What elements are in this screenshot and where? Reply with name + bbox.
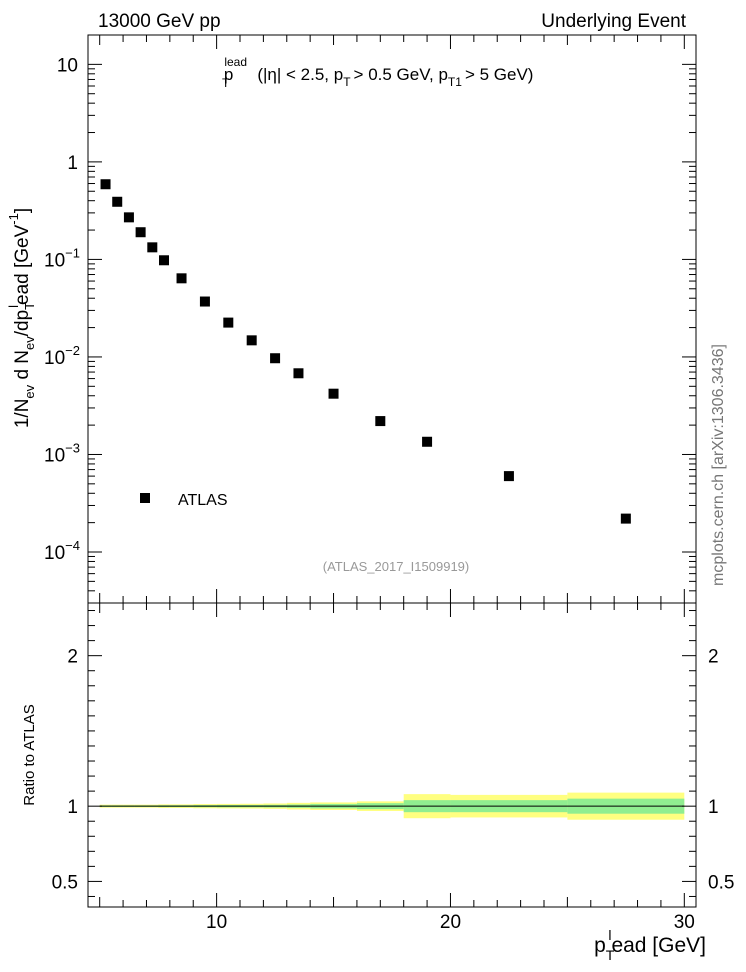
ratio-ytick-label-right: 2: [708, 647, 719, 668]
data-point: [223, 317, 234, 328]
data-point: [328, 388, 339, 399]
data-point: [159, 255, 169, 266]
ratio-ylabel: Ratio to ATLAS: [21, 704, 38, 805]
main-plot-points: [100, 179, 631, 524]
xtick-label: 20: [440, 912, 461, 933]
main-plot-ticks: [88, 34, 696, 604]
legend-marker-atlas: [140, 493, 150, 503]
data-point: [246, 335, 257, 346]
xtick-label: 10: [206, 912, 227, 933]
side-label: mcplots.cern.ch [arXiv:1306.3436]: [710, 344, 727, 586]
ratio-ytick-label: 0.5: [52, 872, 78, 893]
data-point: [293, 368, 304, 379]
data-point: [422, 436, 433, 447]
ratio-ytick-label-right: 0.5: [708, 872, 734, 893]
ratio-ytick-label: 1: [67, 797, 78, 818]
data-point: [620, 513, 631, 524]
ytick-label: 10−3: [44, 440, 80, 466]
ytick-label: 10−1: [44, 245, 80, 271]
ytick-label: 10: [57, 55, 78, 76]
main-plot-title: plead T (|η| < 2.5, pT > 0.5 GeV, pT1 > 5 Ge…: [222, 55, 533, 90]
analysis-watermark: (ATLAS_2017_I1509919): [323, 559, 469, 574]
header-right: Underlying Event: [541, 11, 686, 32]
ratio-plot-tick-labels: 0.5 0.5 1 1 2 2 10 20 30: [52, 647, 735, 933]
legend-label-atlas: ATLAS: [178, 492, 228, 509]
data-point: [199, 296, 210, 307]
data-point: [176, 273, 187, 284]
ratio-ytick-label: 2: [67, 647, 78, 668]
data-point: [503, 471, 514, 482]
xaxis-label: pTlead [GeV]: [594, 927, 706, 963]
ytick-label: 10−4: [44, 538, 80, 564]
ratio-ytick-label-right: 1: [708, 797, 719, 818]
ratio-plot-frame: [87, 602, 697, 908]
data-point: [112, 196, 123, 207]
data-point: [135, 227, 146, 238]
main-plot-ylabel: 1/Nev d Nev/dpTlead [GeV-1]: [6, 208, 37, 428]
header-left: 13000 GeV pp: [98, 11, 221, 32]
data-point: [123, 212, 134, 223]
data-point: [375, 416, 386, 427]
ytick-label: 10−2: [44, 343, 80, 369]
ytick-label: 1: [67, 153, 78, 174]
main-plot-frame: [87, 34, 697, 604]
data-point: [147, 242, 158, 253]
main-plot-ytick-labels: 10 1 10−1 10−2 10−3 10−4: [44, 55, 80, 564]
data-point: [100, 179, 111, 190]
ratio-plot-ticks: [88, 603, 696, 907]
xtick-label: 30: [674, 912, 695, 933]
data-point: [270, 353, 281, 364]
